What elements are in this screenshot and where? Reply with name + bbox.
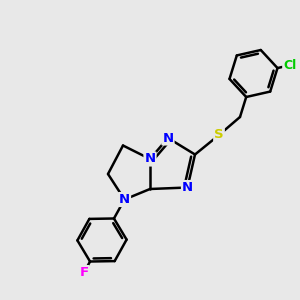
Text: F: F [80,266,88,279]
Text: S: S [214,128,224,142]
Text: N: N [119,193,130,206]
Text: Cl: Cl [283,59,296,72]
Text: N: N [162,131,174,145]
Text: N: N [182,181,193,194]
Text: N: N [144,152,156,166]
